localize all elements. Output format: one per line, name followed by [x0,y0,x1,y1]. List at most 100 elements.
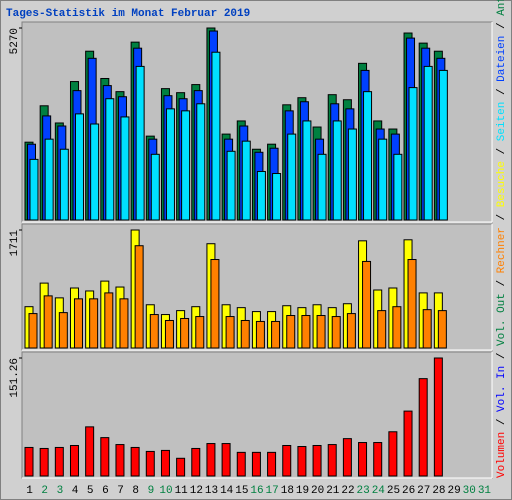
legend-item: Seiten [496,102,508,142]
x-tick-label: 11 [175,485,189,497]
bar [206,443,216,477]
x-tick-label: 22 [341,485,354,497]
bar [236,451,246,477]
bar [332,120,342,221]
legend-item: Besuche [496,161,508,207]
bar [251,451,261,477]
x-tick-label: 16 [250,485,263,497]
x-tick-label: 5 [87,485,94,497]
x-tick-label: 13 [205,485,218,497]
bar [211,51,221,221]
legend-item: Dateien [496,36,508,82]
legend: Volumen / Vol. In / Vol. Out / Rechner /… [496,0,508,478]
bar [165,108,175,221]
bar [226,150,236,221]
x-tick-label: 8 [132,485,139,497]
bar [119,298,129,349]
x-tick-label: 4 [72,485,79,497]
bar [90,123,100,221]
bar [433,357,443,477]
legend-separator: / [496,141,508,161]
bar [373,442,383,477]
bar [164,319,174,349]
legend-separator: / [496,412,508,432]
bar [267,451,277,477]
bar [149,314,159,349]
bar [256,170,266,221]
bar [241,140,251,221]
bar [115,444,125,477]
bar [378,138,388,221]
bar [282,444,292,477]
bar [286,315,296,349]
bar [423,65,433,221]
x-tick-label: 7 [117,485,124,497]
bar [44,138,54,221]
x-tick-label: 14 [220,485,234,497]
bar [408,87,418,221]
x-tick-label: 19 [296,485,309,497]
y-tick-label: 1711 [9,230,21,257]
bar [28,313,38,349]
legend-separator: / [496,16,508,36]
legend-separator: / [496,346,508,366]
x-tick-label: 12 [190,485,203,497]
bar [302,120,312,221]
bar [331,316,341,349]
legend-item: Vol. Out [496,293,508,346]
bar [69,444,79,477]
bar [54,446,64,477]
bar [346,313,356,349]
x-tick-label: 6 [102,485,109,497]
bar [297,446,307,477]
bar [120,116,130,221]
bar [392,306,402,349]
bar [358,442,368,477]
bar [437,310,447,349]
x-tick-label: 31 [478,485,492,497]
bar [191,447,201,477]
bar [407,259,417,349]
x-tick-label: 20 [311,485,324,497]
x-tick-label: 27 [417,485,430,497]
bar [145,450,155,477]
x-tick-label: 1 [26,485,33,497]
bar [347,128,357,221]
x-tick-label: 3 [57,485,64,497]
bar [43,295,53,349]
legend-item: Anfragen [496,0,508,16]
x-tick-label: 15 [235,485,248,497]
bar [176,457,186,477]
legend-separator: / [496,207,508,227]
bar [29,158,39,221]
x-tick-label: 9 [148,485,155,497]
bar [180,317,190,349]
bar [134,245,144,349]
bar [130,446,140,477]
bar [135,65,145,221]
bar [438,69,448,221]
bar [24,446,34,477]
bar [301,315,311,349]
bar [342,438,352,477]
bar [377,310,387,349]
x-tick-label: 28 [432,485,445,497]
bar [150,153,160,221]
x-tick-label: 17 [266,485,279,497]
legend-separator: / [496,82,508,102]
legend-item: Rechner [496,227,508,273]
bar [393,153,403,221]
bar [73,298,83,349]
bar [58,312,68,349]
x-tick-label: 10 [159,485,172,497]
x-tick-label: 29 [447,485,460,497]
bar [104,292,114,349]
bar [210,259,220,349]
bar [287,133,297,221]
x-tick-label: 26 [402,485,415,497]
bar [312,444,322,477]
x-tick-label: 2 [41,485,48,497]
bar [221,443,231,477]
